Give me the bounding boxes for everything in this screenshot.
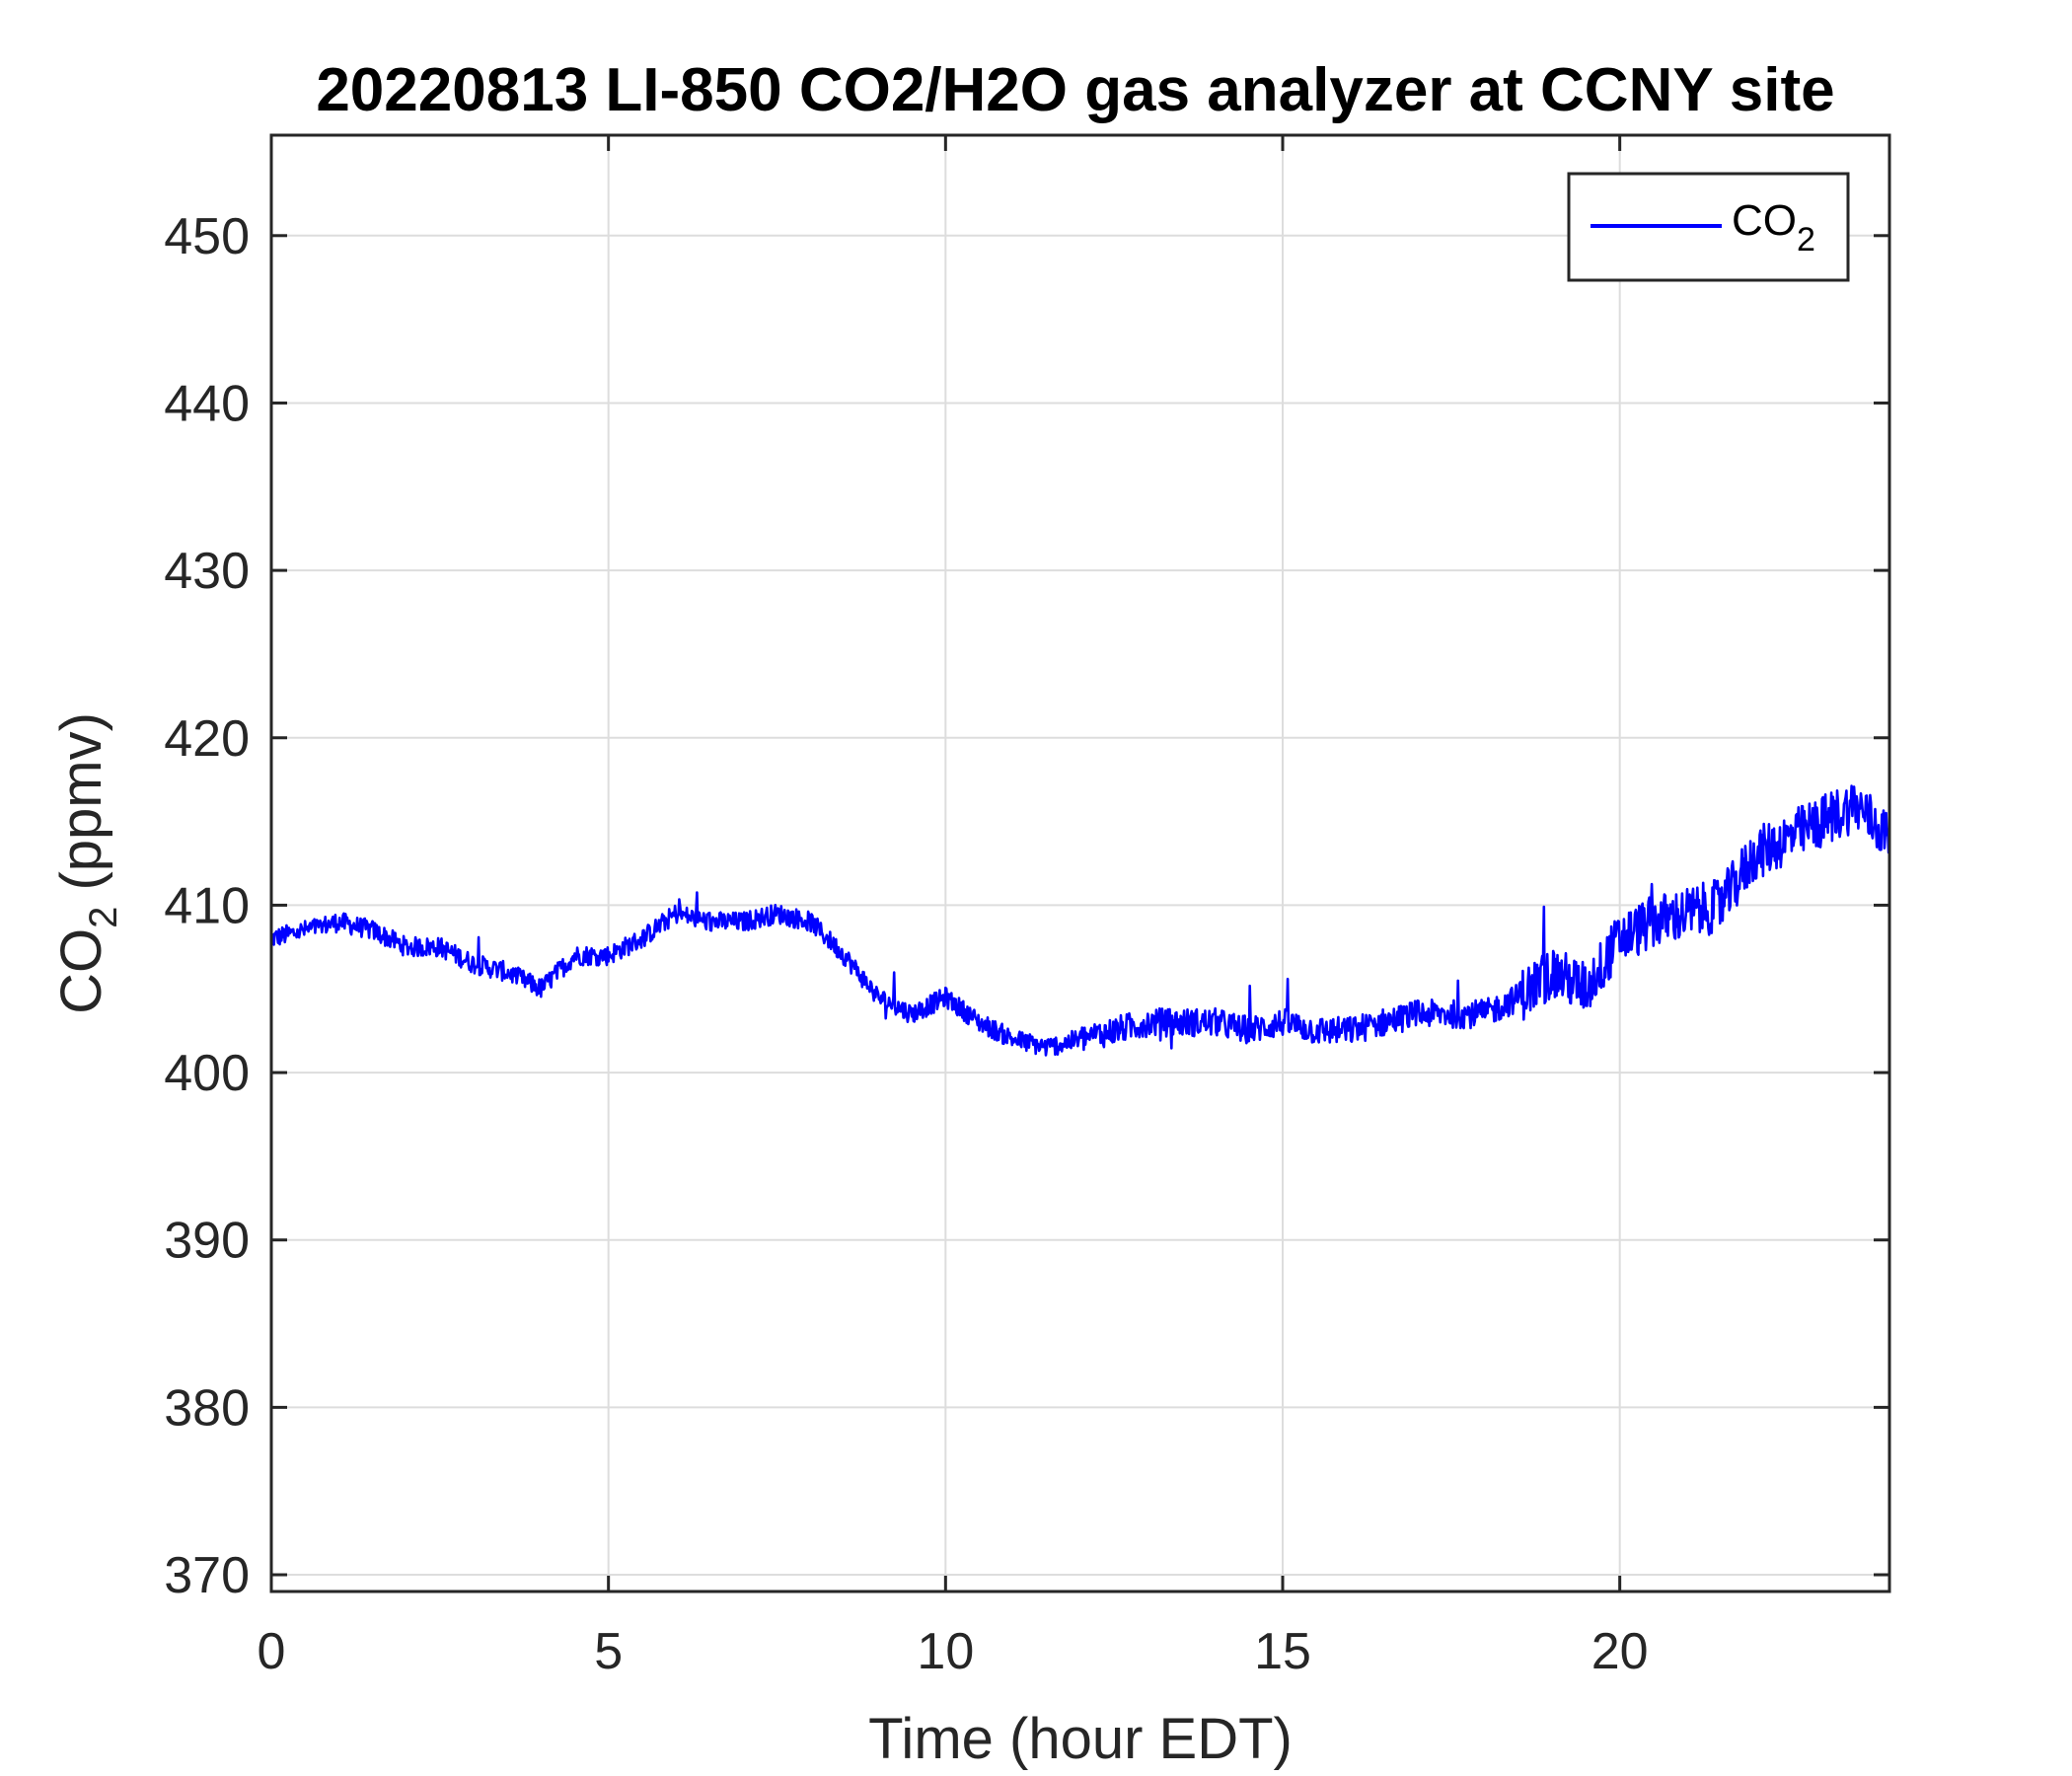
y-tick-label: 380 — [164, 1379, 250, 1437]
y-axis-label-subscript: 2 — [82, 907, 125, 928]
x-tick-label: 5 — [594, 1623, 623, 1680]
x-tick-label: 15 — [1254, 1623, 1311, 1680]
legend-label-main: CO — [1732, 196, 1797, 245]
legend-label: CO2 — [1732, 196, 1815, 259]
x-tick-label: 10 — [917, 1623, 974, 1680]
legend-label-subscript: 2 — [1797, 221, 1815, 259]
legend: CO2 — [1567, 172, 1850, 282]
chart-title: 20220813 LI-850 CO2/H2O gas analyzer at … — [316, 56, 1834, 124]
co2-series — [271, 784, 1889, 1057]
y-tick-label: 410 — [164, 877, 250, 934]
y-tick-label: 390 — [164, 1213, 250, 1270]
plot-frame — [269, 133, 1891, 1593]
y-tick-label: 420 — [164, 710, 250, 768]
x-tick-label: 0 — [258, 1623, 286, 1680]
x-axis-label: Time (hour EDT) — [868, 1707, 1293, 1771]
y-tick-label: 430 — [164, 543, 250, 600]
y-tick-label: 450 — [164, 208, 250, 265]
y-axis-label: CO2 (ppmv) — [49, 712, 125, 1014]
y-axis-label-units: (ppmv) — [49, 712, 113, 907]
y-tick-label: 400 — [164, 1045, 250, 1102]
grid-lines — [270, 135, 1889, 1591]
x-tick-label: 20 — [1591, 1623, 1649, 1680]
y-tick-label: 440 — [164, 375, 250, 432]
axis-ticks: 0 5 10 15 20 370 380 390 400 410 420 430 440 450 — [164, 135, 1889, 1680]
y-axis-label-main: CO — [49, 928, 113, 1014]
co2-line — [271, 784, 1889, 1057]
y-tick-label: 370 — [164, 1547, 250, 1604]
